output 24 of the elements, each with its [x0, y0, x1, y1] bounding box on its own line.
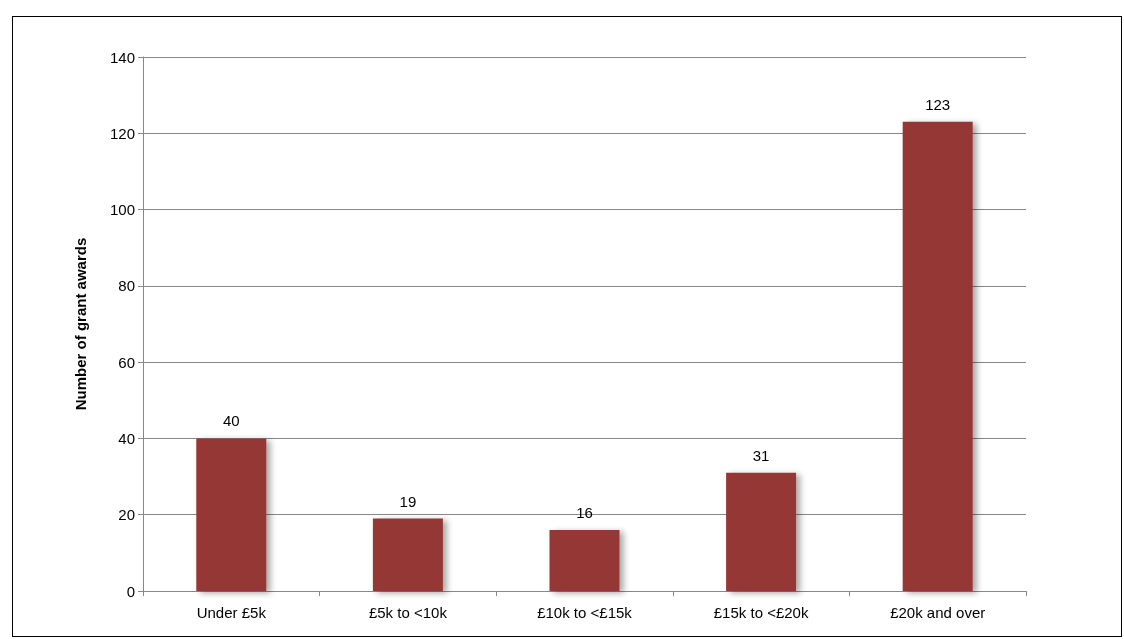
- y-tick-label: 140: [109, 48, 135, 66]
- y-tick-label: 0: [126, 582, 135, 600]
- bar: [726, 472, 797, 591]
- x-tick-label: £20k and over: [890, 604, 986, 621]
- x-tick-label: £10k to <£15k: [537, 604, 633, 621]
- bar: [372, 518, 443, 591]
- data-label: 31: [752, 446, 770, 464]
- y-tick-label: 80: [118, 277, 135, 295]
- data-label: 16: [576, 503, 593, 521]
- bar: [196, 438, 267, 591]
- y-axis-title: Number of grant awards: [72, 237, 89, 411]
- data-label: 19: [399, 492, 417, 510]
- bar: [902, 121, 973, 591]
- y-tick-label: 120: [109, 124, 135, 142]
- data-label: 123: [925, 95, 951, 113]
- x-tick-label: Under £5k: [196, 604, 267, 621]
- y-tick-label: 60: [118, 353, 135, 371]
- data-label: 40: [222, 412, 240, 430]
- x-tick-label: £15k to <£20k: [713, 604, 809, 621]
- x-tick-label: £5k to <10k: [368, 604, 448, 621]
- y-tick-label: 20: [118, 506, 135, 524]
- y-tick-label: 40: [118, 429, 135, 447]
- y-tick-label: 100: [109, 201, 135, 219]
- bar: [549, 529, 620, 591]
